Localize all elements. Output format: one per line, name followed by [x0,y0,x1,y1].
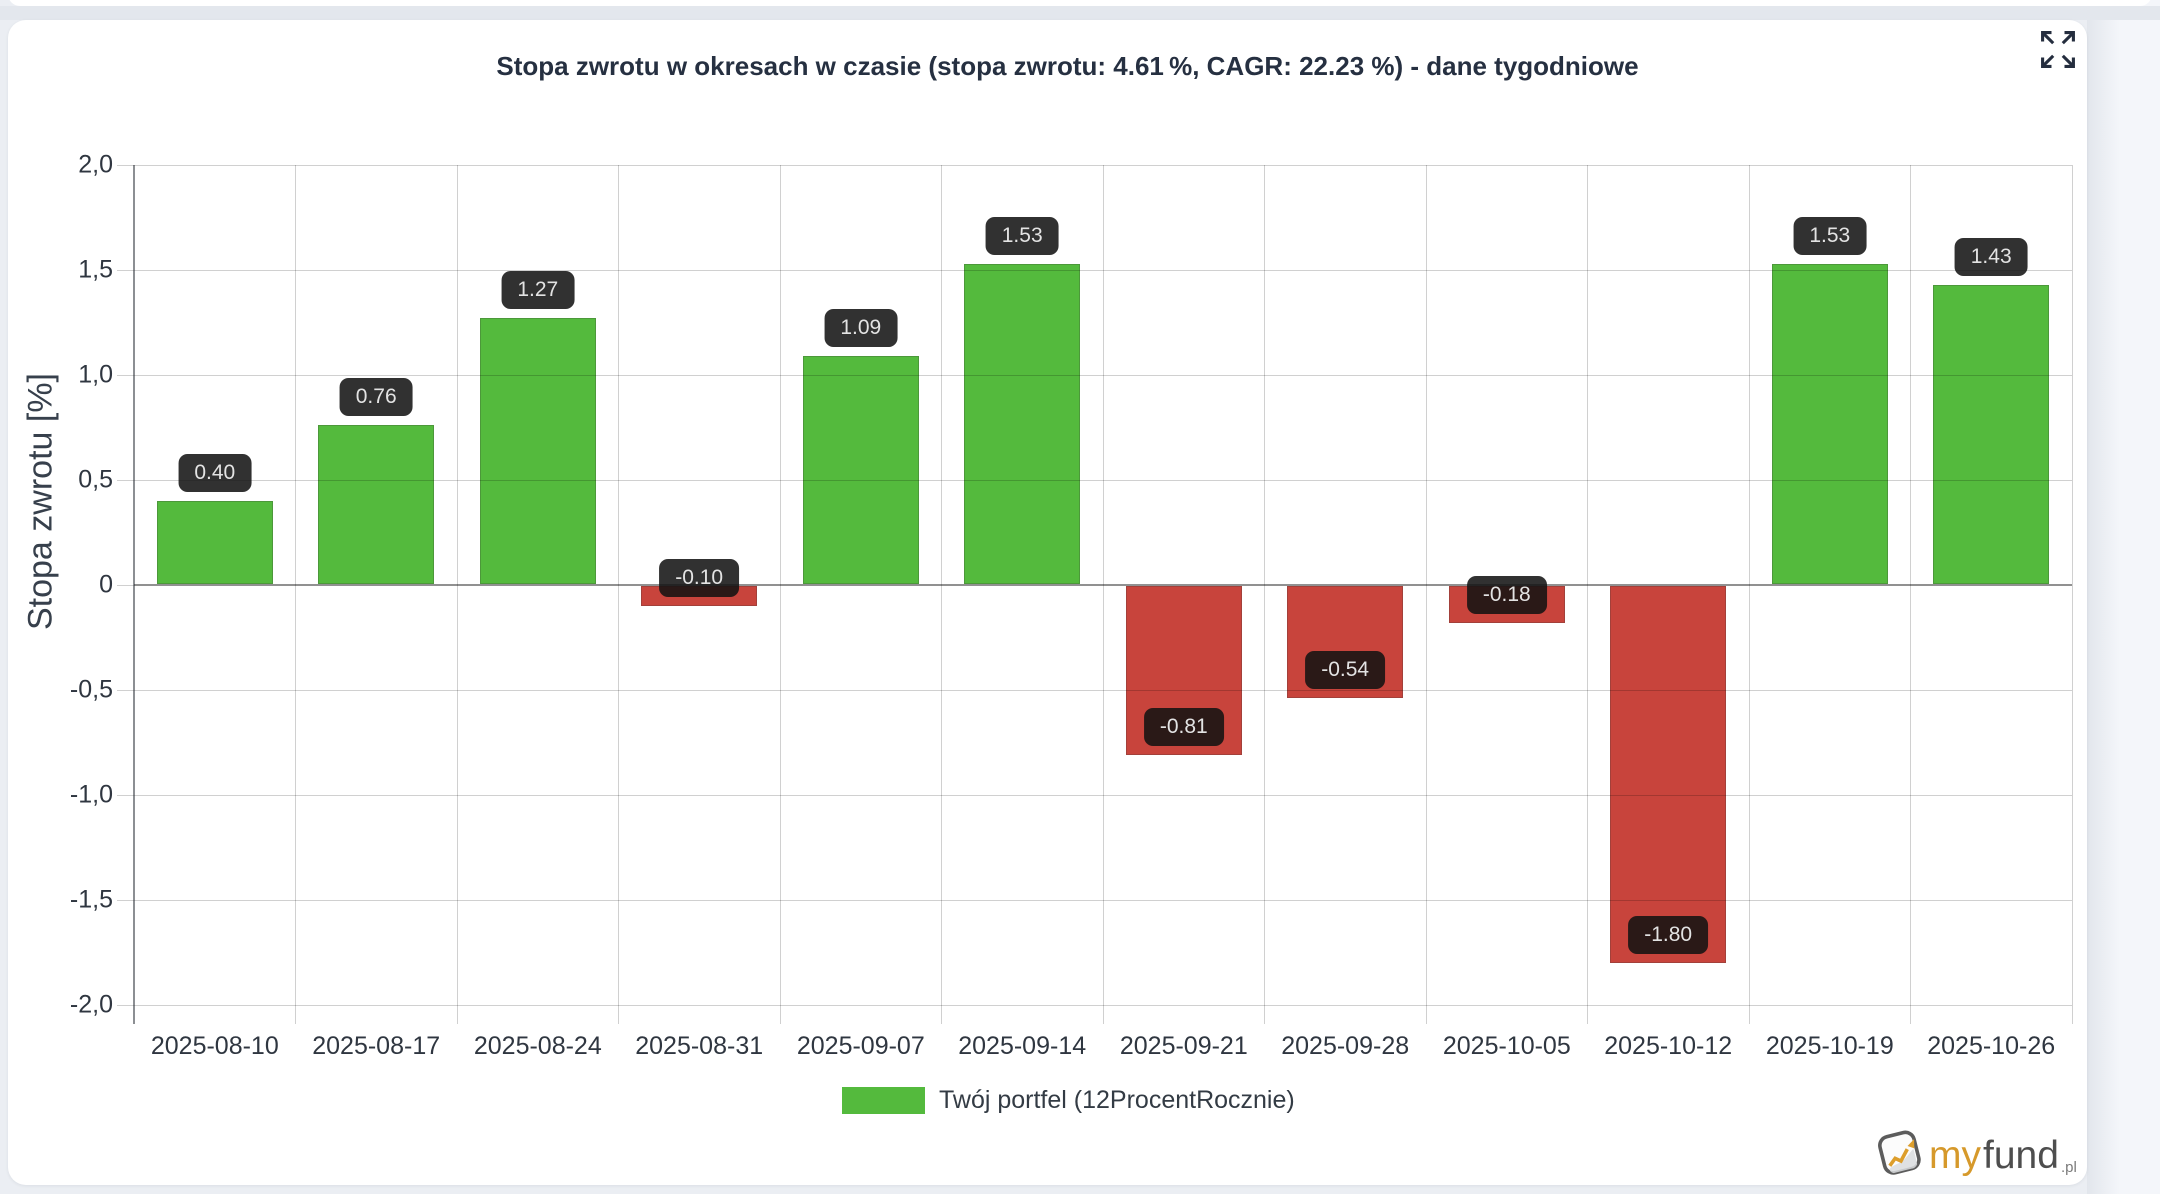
svg-text:my: my [1929,1134,1981,1177]
svg-text:fund: fund [1983,1134,2059,1177]
svg-text:.pl: .pl [2061,1159,2077,1176]
